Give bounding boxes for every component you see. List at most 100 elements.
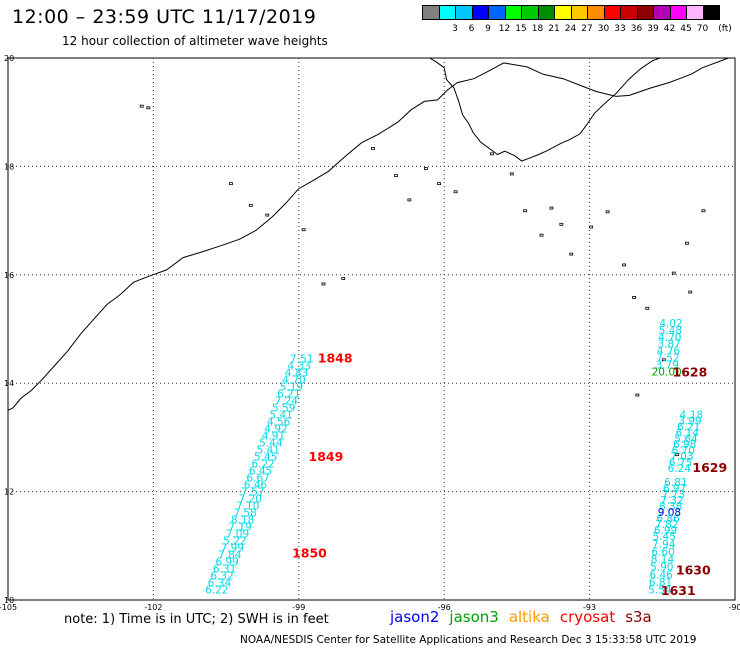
pass-time-label: 1630 bbox=[676, 563, 711, 578]
mission-jason3: jason3 bbox=[449, 608, 499, 626]
x-tick-label: -93 bbox=[583, 603, 596, 612]
wave-height-value: 4.83 bbox=[285, 368, 308, 380]
island bbox=[675, 453, 679, 457]
island bbox=[371, 147, 375, 150]
wave-height-value: 4.76 bbox=[657, 346, 681, 358]
wave-height-value: 3.79 bbox=[656, 360, 679, 372]
island bbox=[301, 228, 306, 232]
island bbox=[635, 393, 640, 397]
wave-height-value: 6.98 bbox=[673, 439, 696, 451]
wave-height-value: 5.19 bbox=[280, 382, 303, 394]
wave-height-value: 7.20 bbox=[239, 494, 262, 506]
island bbox=[622, 263, 627, 267]
wave-height-value: 5.41 bbox=[269, 410, 292, 422]
wave-height-value: 8.14 bbox=[651, 554, 675, 566]
island bbox=[407, 198, 412, 202]
wave-height-value: 6.99 bbox=[215, 557, 238, 569]
y-tick-label: 16 bbox=[4, 271, 14, 280]
island bbox=[523, 209, 527, 213]
island bbox=[685, 241, 689, 245]
island bbox=[423, 167, 428, 170]
wave-height-value: 6.67 bbox=[246, 473, 269, 485]
island bbox=[632, 296, 636, 299]
scale-label: 42 bbox=[663, 24, 676, 34]
wave-height-value: 9.08 bbox=[658, 507, 681, 519]
y-tick-label: 18 bbox=[4, 162, 14, 171]
island bbox=[229, 182, 233, 186]
y-tick-label: 12 bbox=[4, 488, 14, 497]
island bbox=[341, 277, 346, 280]
wave-height-value: 6.60 bbox=[651, 547, 674, 559]
mission-cryosat: cryosat bbox=[559, 608, 616, 626]
wave-height-value: 7.03 bbox=[670, 451, 693, 463]
wave-height-value: 7.84 bbox=[218, 550, 242, 562]
wave-height-value: 5.59 bbox=[272, 403, 295, 415]
wave-height-value: 4.92 bbox=[264, 424, 287, 436]
page-subtitle: 12 hour collection of altimeter wave hei… bbox=[62, 34, 328, 48]
island bbox=[321, 282, 326, 286]
island bbox=[569, 252, 574, 256]
island bbox=[146, 106, 151, 110]
wave-height-value: 7.51 bbox=[290, 354, 313, 366]
mission-s3a: s3a bbox=[625, 608, 652, 626]
wave-height-value: 6.22 bbox=[251, 459, 274, 471]
coastline bbox=[7, 57, 729, 411]
wave-height-value: 6.75 bbox=[669, 457, 692, 469]
island bbox=[394, 174, 399, 177]
wave-height-value: 4.18 bbox=[680, 409, 703, 421]
scale-label: 21 bbox=[548, 24, 560, 34]
x-tick-label: -96 bbox=[438, 603, 451, 612]
wave-height-value: 6.46 bbox=[244, 480, 268, 492]
island bbox=[688, 290, 693, 294]
axis-tick-labels: -105 -102 -99 -96 -93 -90 20 18 16 14 12 10 bbox=[0, 54, 740, 612]
scale-label: 15 bbox=[515, 24, 527, 34]
x-tick-label: -105 bbox=[0, 603, 17, 612]
mission-jason2: jason2 bbox=[390, 608, 440, 626]
scale-label: 3 bbox=[452, 24, 458, 34]
island bbox=[661, 358, 666, 362]
wave-height-value: 4.56 bbox=[267, 417, 291, 429]
x-tick-label: -99 bbox=[292, 603, 305, 612]
wave-height-value: 6.86 bbox=[656, 513, 680, 525]
island bbox=[139, 104, 144, 108]
wave-height-value: 7.10 bbox=[236, 501, 259, 513]
island bbox=[509, 172, 514, 176]
wave-height-value: 5.90 bbox=[650, 562, 673, 574]
wave-height-value: 6.45 bbox=[249, 466, 272, 478]
pass-time-label: 1850 bbox=[292, 546, 327, 561]
island bbox=[605, 210, 610, 214]
scale-label: 12 bbox=[498, 24, 511, 34]
island bbox=[671, 271, 676, 275]
island bbox=[589, 225, 593, 229]
scale-label: 30 bbox=[597, 24, 610, 34]
scale-label: 24 bbox=[564, 24, 577, 34]
wave-height-value: 5.45 bbox=[254, 452, 277, 464]
island bbox=[490, 152, 494, 156]
wave-height-value: 4.91 bbox=[262, 431, 285, 443]
wave-height-value: 4.70 bbox=[282, 375, 305, 387]
wave-height-value: 7.94 bbox=[652, 539, 676, 551]
scale-label: 33 bbox=[614, 24, 626, 34]
y-tick-label: 14 bbox=[4, 379, 14, 388]
wave-height-value: 7.73 bbox=[662, 489, 685, 501]
wave-height-value: 5.54 bbox=[648, 584, 672, 596]
wave-height-value: 5.48 bbox=[659, 325, 682, 337]
island bbox=[265, 213, 270, 217]
wave-height-value: 5.45 bbox=[653, 531, 676, 543]
island bbox=[645, 306, 650, 310]
wave-height-value: 6.97 bbox=[663, 483, 686, 495]
wave-height-value: 7.58 bbox=[233, 508, 256, 520]
island bbox=[248, 203, 253, 207]
wave-height-value: 5.64 bbox=[674, 433, 698, 445]
wave-height-value: 7.99 bbox=[221, 543, 244, 555]
wave-height-value: 4.33 bbox=[287, 361, 310, 373]
scale-unit: (ft) bbox=[718, 24, 732, 34]
scale-label: 9 bbox=[485, 24, 491, 34]
island bbox=[539, 233, 544, 237]
wave-height-value: 4.02 bbox=[659, 318, 682, 330]
wave-height-value: 6.32 bbox=[210, 571, 233, 583]
wave-height-value: 6.70 bbox=[672, 445, 695, 457]
mission-altika: altika bbox=[508, 608, 550, 626]
altimeter-tracks: 7.514.334.834.705.196.217.245.595.414.56… bbox=[205, 318, 727, 598]
scale-label: 39 bbox=[647, 24, 659, 34]
